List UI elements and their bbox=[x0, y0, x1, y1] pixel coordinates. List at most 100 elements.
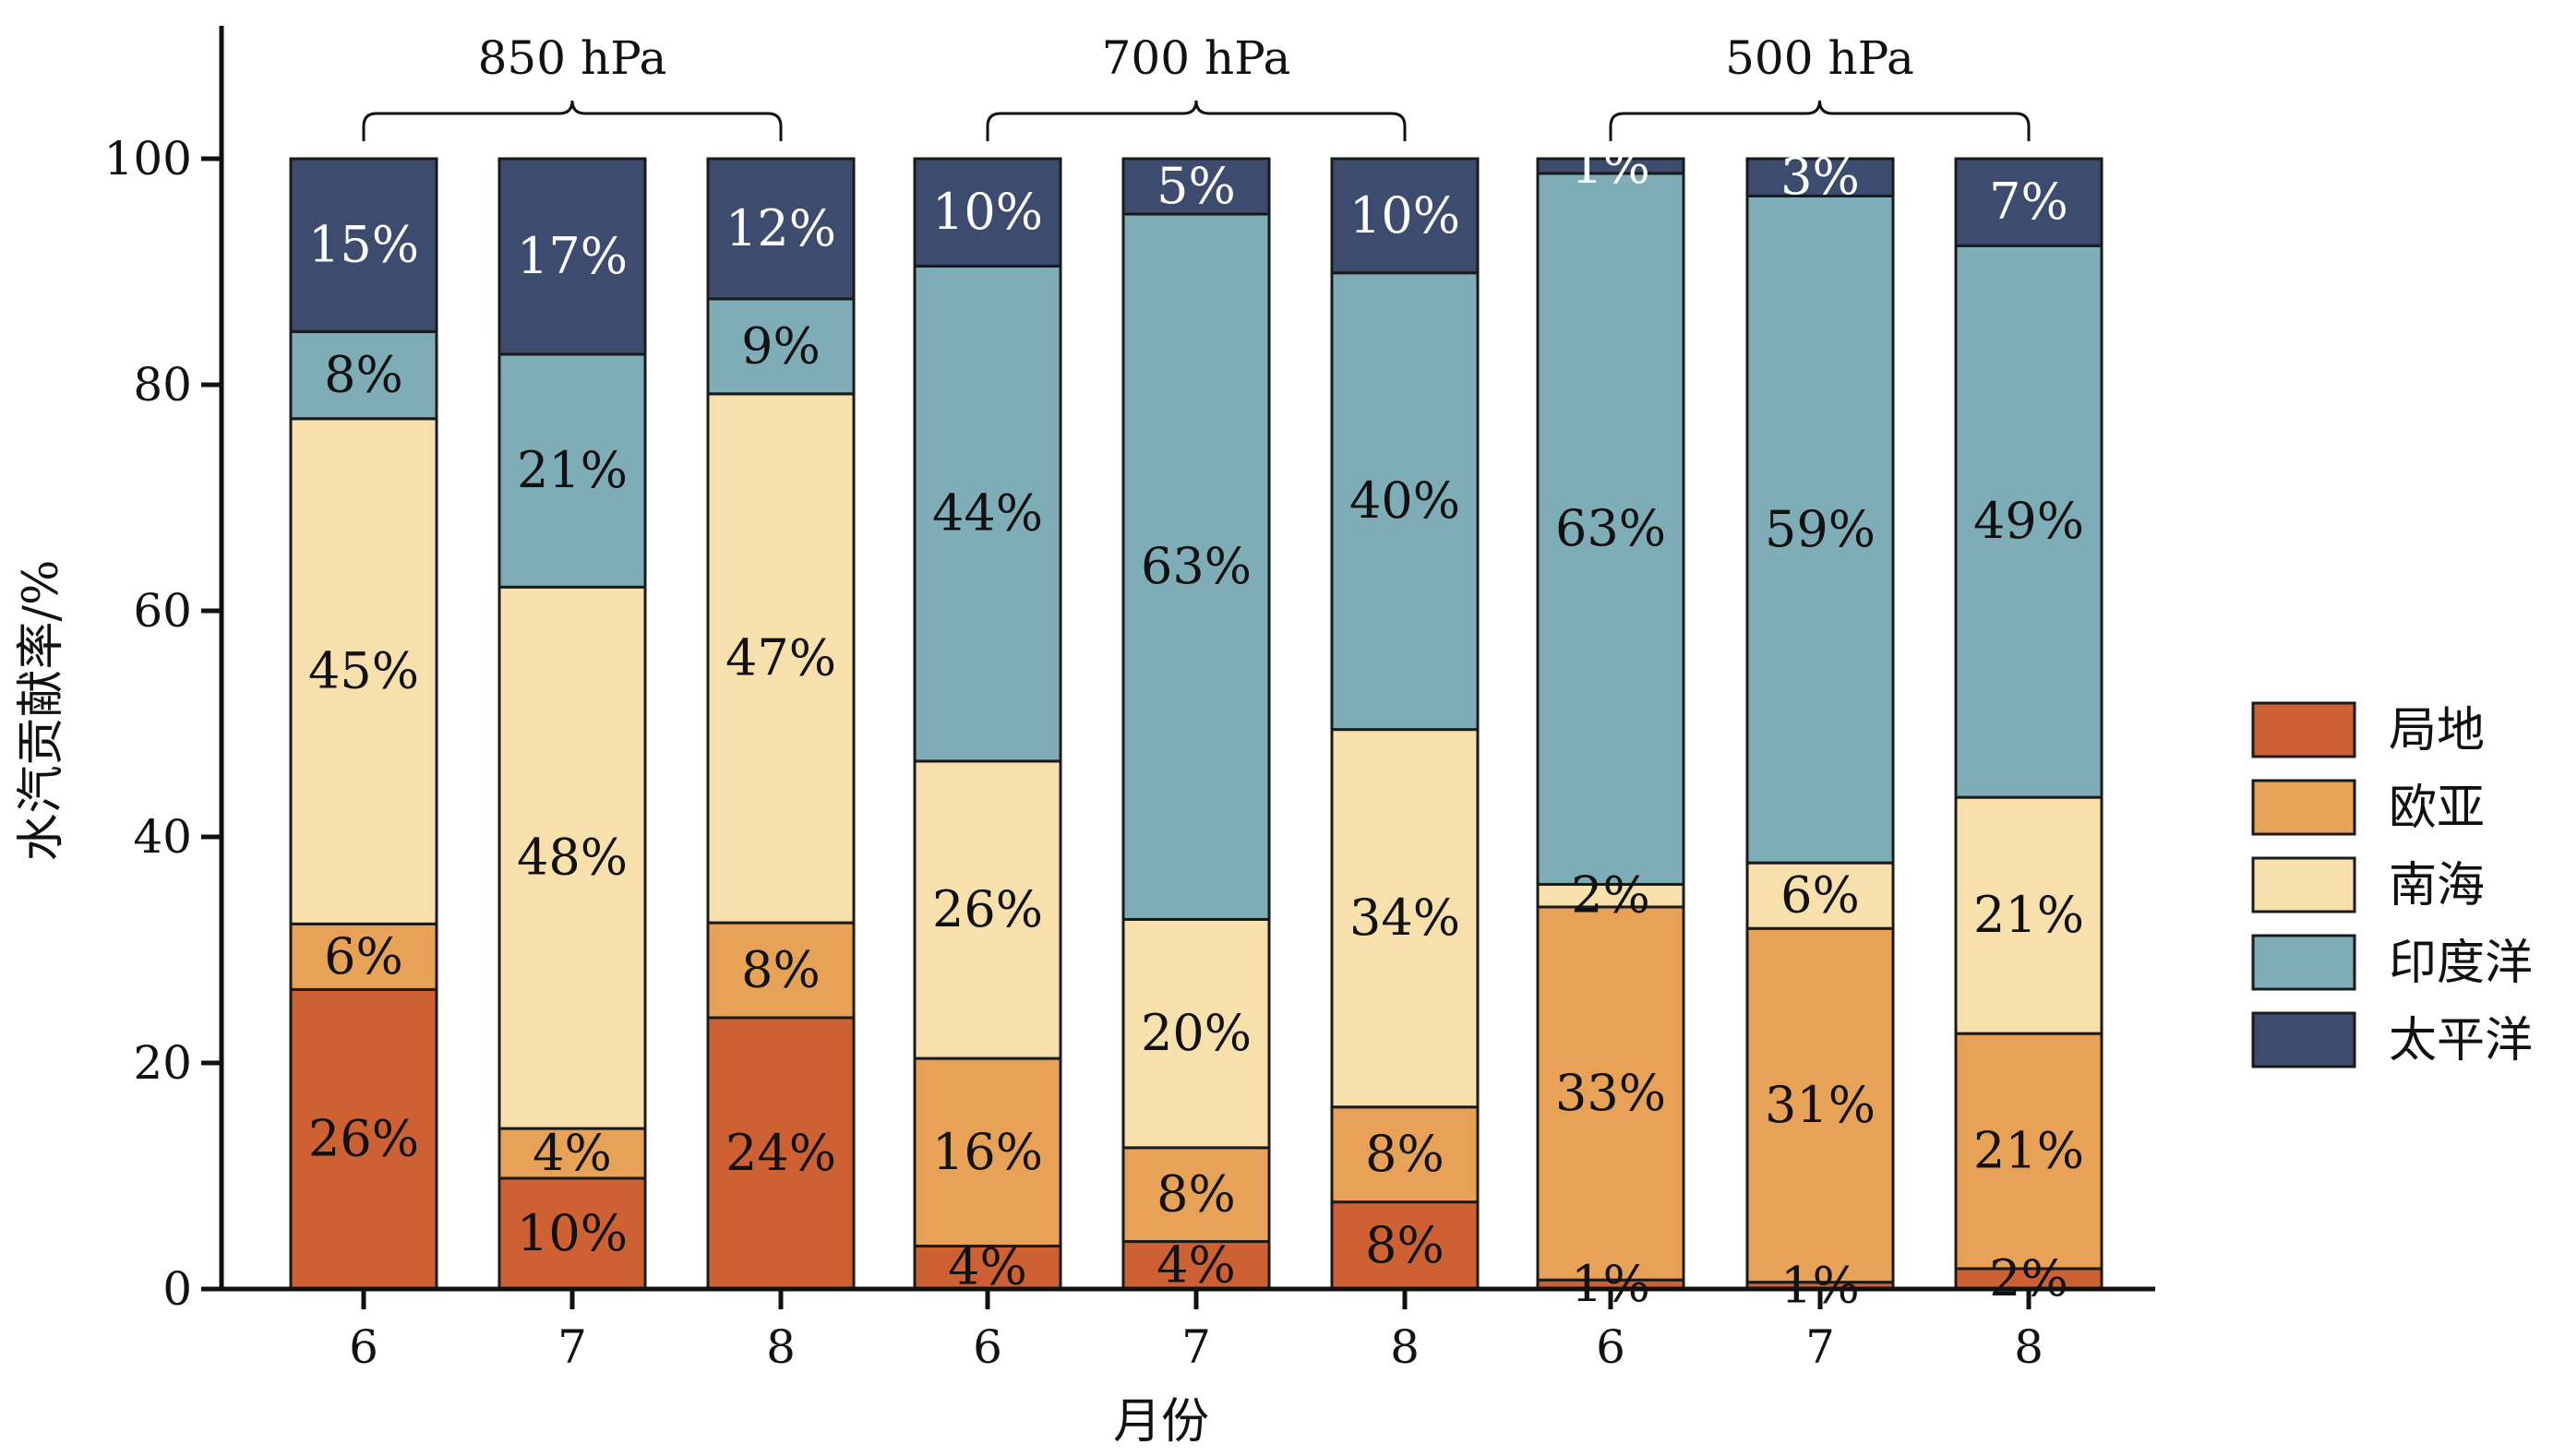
bar-segment-label: 31% bbox=[1765, 1076, 1876, 1134]
x-tick-label: 6 bbox=[1596, 1320, 1625, 1374]
bar-segment-label: 63% bbox=[1141, 537, 1252, 595]
bar-segment-label: 7% bbox=[1989, 173, 2068, 231]
bar-segment bbox=[913, 157, 1062, 268]
bar-segment-label: 8% bbox=[1157, 1165, 1236, 1223]
bar-segment-label: 10% bbox=[932, 183, 1043, 241]
bar-segment-label: 5% bbox=[1157, 157, 1236, 215]
bar-segment-label: 4% bbox=[948, 1238, 1027, 1296]
x-tick-label: 6 bbox=[973, 1320, 1002, 1374]
y-tick-label: 80 bbox=[133, 358, 192, 412]
bar-segment-label: 4% bbox=[1157, 1235, 1236, 1294]
bar-segment bbox=[497, 352, 647, 589]
bar-segment-label: 20% bbox=[1141, 1004, 1252, 1062]
legend-swatch bbox=[2251, 1011, 2356, 1068]
bar-segment-label: 3% bbox=[1780, 148, 1860, 206]
bar-segment-label: 8% bbox=[741, 941, 821, 999]
bar-segment-label: 4% bbox=[533, 1124, 612, 1182]
legend-swatch bbox=[2251, 934, 2356, 991]
group-label: 500 hPa bbox=[1725, 31, 1914, 85]
bar-segment bbox=[1954, 157, 2104, 247]
bar-segment-label: 17% bbox=[517, 227, 628, 285]
bar-segment bbox=[289, 987, 438, 1291]
bar-segment bbox=[1536, 905, 1685, 1282]
bar-segment bbox=[913, 1056, 1062, 1247]
bar-segment-label: 6% bbox=[324, 927, 403, 985]
bar-segment bbox=[1954, 1032, 2104, 1271]
legend-swatch bbox=[2251, 779, 2356, 836]
x-tick-label: 7 bbox=[1805, 1320, 1835, 1374]
bar-segment bbox=[1330, 1105, 1480, 1204]
bar-segment bbox=[1745, 194, 1895, 865]
bar-segment-label: 59% bbox=[1765, 500, 1876, 558]
group-bracket bbox=[1609, 100, 2031, 141]
bar-segment-label: 15% bbox=[308, 216, 419, 274]
bar-segment bbox=[913, 759, 1062, 1060]
bar-segment-label: 8% bbox=[324, 346, 403, 404]
legend-label: 南海 bbox=[2389, 858, 2485, 913]
bar-segment bbox=[1536, 882, 1685, 909]
bar-segment bbox=[1330, 728, 1480, 1109]
legend-swatch bbox=[2251, 856, 2356, 913]
legend-swatch bbox=[2251, 701, 2356, 758]
bar-segment-label: 1% bbox=[1571, 137, 1650, 195]
bar-segment-label: 12% bbox=[725, 199, 836, 257]
bar-segment-label: 2% bbox=[1571, 866, 1650, 925]
bar-segment bbox=[706, 157, 856, 301]
legend-label: 印度洋 bbox=[2389, 936, 2533, 991]
x-tick-label: 6 bbox=[349, 1320, 378, 1374]
bar-segment bbox=[497, 157, 647, 356]
bar-segment-label: 21% bbox=[517, 441, 628, 499]
bar-segment bbox=[1330, 271, 1480, 732]
y-axis-title: 水汽贡献率/% bbox=[14, 560, 69, 862]
y-tick-label: 40 bbox=[133, 810, 192, 864]
bar-segment bbox=[497, 585, 647, 1130]
bar-segment-label: 24% bbox=[725, 1124, 836, 1182]
bar-segment bbox=[1121, 157, 1271, 216]
x-tick-label: 8 bbox=[766, 1320, 796, 1374]
bar-segment-label: 10% bbox=[1349, 186, 1460, 245]
bar-segment-label: 6% bbox=[1780, 866, 1860, 925]
axes-layer: 0 20 40 60 80 100 6 7 8 6 7 8 6 7 8 bbox=[104, 26, 2155, 1374]
bar-segment bbox=[497, 1127, 647, 1180]
legend-label: 局地 bbox=[2389, 703, 2485, 758]
group-brackets-layer: 850 hPa 700 hPa 500 hPa bbox=[362, 31, 2031, 141]
bar-segment-label: 49% bbox=[1973, 492, 2084, 550]
bar-segment-label: 63% bbox=[1555, 499, 1666, 557]
bar-segment-label: 10% bbox=[517, 1204, 628, 1262]
bar-segment bbox=[289, 157, 438, 333]
bar-segment bbox=[1536, 172, 1685, 886]
bar-segment bbox=[706, 1016, 856, 1291]
bar-segment-label: 48% bbox=[517, 829, 628, 887]
bar-segment bbox=[1536, 157, 1685, 175]
group-bracket bbox=[986, 100, 1407, 141]
bar-segment-label: 8% bbox=[1365, 1125, 1444, 1183]
bar-segment bbox=[289, 329, 438, 421]
y-tick-label: 0 bbox=[162, 1262, 192, 1316]
bar-segment bbox=[706, 392, 856, 925]
bar-segment-label: 33% bbox=[1555, 1064, 1666, 1122]
group-bracket bbox=[362, 100, 783, 141]
bar-segment bbox=[706, 921, 856, 1020]
bar-segment-label: 21% bbox=[1973, 1122, 2084, 1180]
bar-segment bbox=[289, 922, 438, 991]
x-axis-title: 月份 bbox=[1113, 1394, 1209, 1450]
bar-segment bbox=[1745, 157, 1895, 197]
bar-segment bbox=[1745, 926, 1895, 1284]
bar-segment-label: 47% bbox=[725, 628, 836, 686]
bar-segment-label: 9% bbox=[741, 316, 821, 375]
bar-segment-label: 8% bbox=[1365, 1216, 1444, 1274]
x-tick-label: 8 bbox=[1390, 1320, 1420, 1374]
bar-segment-label: 16% bbox=[932, 1123, 1043, 1181]
y-tick-label: 100 bbox=[104, 132, 192, 185]
bar-segment-label: 34% bbox=[1349, 889, 1460, 947]
bar-segment-label: 26% bbox=[932, 880, 1043, 938]
x-tick-label: 7 bbox=[557, 1320, 587, 1374]
bar-segment-label: 26% bbox=[308, 1110, 419, 1168]
segment-labels-layer: 26% 6% 45% 8% 15% 10% 4% 48% 21% 17% 24% 8% 47% 9% 12%… bbox=[308, 137, 2084, 1314]
group-label: 700 hPa bbox=[1102, 31, 1291, 85]
bar-segment bbox=[1121, 917, 1271, 1150]
legend-label: 太平洋 bbox=[2389, 1013, 2533, 1068]
y-tick-label: 20 bbox=[133, 1036, 192, 1090]
